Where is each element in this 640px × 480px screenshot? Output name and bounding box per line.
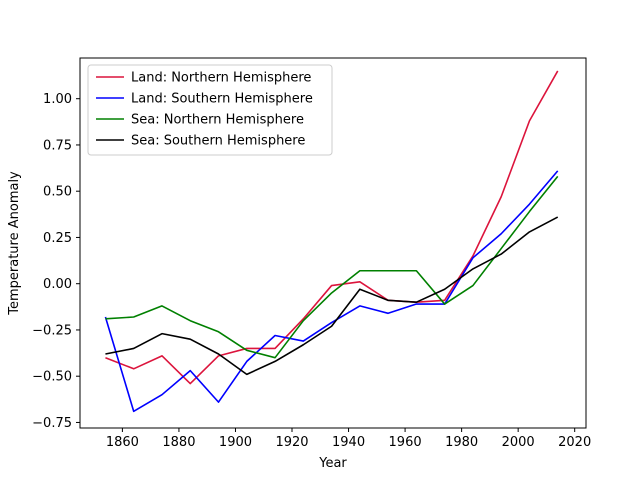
series-lines: [104, 70, 559, 413]
x-tick-label: 1900: [219, 435, 252, 450]
series-line-2: [104, 170, 559, 413]
y-tick-label: 0.25: [43, 231, 72, 246]
x-axis: 1860 1880 1900 1920 1940 1960 1980 2000 2020: [106, 428, 591, 450]
y-tick-label: −0.75: [32, 416, 72, 431]
y-tick-label: −0.50: [32, 370, 72, 385]
x-axis-label: Year: [318, 456, 347, 471]
legend-label: Sea: Southern Hemisphere: [131, 134, 305, 149]
legend-label: Sea: Northern Hemisphere: [131, 113, 304, 128]
y-tick-label: −0.25: [32, 323, 72, 338]
y-tick-label: 0.75: [43, 138, 72, 153]
x-tick-label: 1920: [275, 435, 308, 450]
x-tick-label: 1880: [162, 435, 195, 450]
x-tick-label: 1960: [389, 435, 422, 450]
legend-box: [87, 64, 333, 156]
y-tick-label: 0.50: [43, 185, 72, 200]
y-tick-label: 0.00: [43, 277, 72, 292]
x-tick-label: 2000: [502, 435, 535, 450]
y-axis-label: Temperature Anomaly: [7, 171, 22, 316]
legend-label: Land: Northern Hemisphere: [131, 71, 311, 86]
y-tick-label: 1.00: [43, 92, 72, 107]
series-line-1: [105, 70, 559, 385]
x-tick-label: 2020: [558, 435, 591, 450]
x-tick-label: 1940: [332, 435, 365, 450]
y-axis: −0.75 −0.50 −0.25 0.00 0.25 0.50 0.75 1.00: [32, 92, 80, 431]
legend: Land: Northern Hemisphere Land: Southern …: [87, 64, 333, 156]
plot-frame: [79, 57, 587, 429]
series-line-3: [105, 175, 559, 359]
series-line-4: [105, 216, 559, 376]
legend-label: Land: Southern Hemisphere: [131, 92, 313, 107]
x-tick-label: 1860: [106, 435, 139, 450]
x-tick-label: 1980: [445, 435, 478, 450]
